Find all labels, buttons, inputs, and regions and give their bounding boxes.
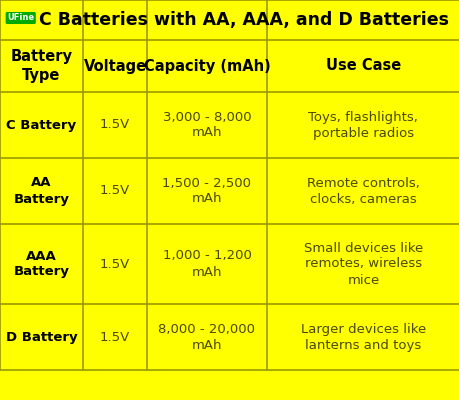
Text: 1.5V: 1.5V	[100, 184, 130, 198]
Text: 1,000 - 1,200
mAh: 1,000 - 1,200 mAh	[162, 250, 251, 278]
Text: D Battery: D Battery	[6, 330, 77, 344]
Text: 1,500 - 2,500
mAh: 1,500 - 2,500 mAh	[162, 176, 251, 206]
Text: C Batteries with AA, AAA, and D Batteries: C Batteries with AA, AAA, and D Batterie…	[39, 11, 448, 29]
Text: Toys, flashlights,
portable radios: Toys, flashlights, portable radios	[308, 110, 417, 140]
Text: Battery
Type: Battery Type	[11, 49, 72, 83]
Text: 1.5V: 1.5V	[100, 118, 130, 132]
Text: 1.5V: 1.5V	[100, 258, 130, 270]
Text: 1.5V: 1.5V	[100, 330, 130, 344]
Text: Small devices like
remotes, wireless
mice: Small devices like remotes, wireless mic…	[303, 242, 422, 286]
Text: AAA
Battery: AAA Battery	[13, 250, 69, 278]
Text: C Battery: C Battery	[6, 118, 76, 132]
Text: UFine: UFine	[7, 14, 34, 22]
Text: Use Case: Use Case	[325, 58, 400, 74]
Text: Larger devices like
lanterns and toys: Larger devices like lanterns and toys	[300, 322, 425, 352]
Text: Remote controls,
clocks, cameras: Remote controls, clocks, cameras	[306, 176, 419, 206]
Text: 3,000 - 8,000
mAh: 3,000 - 8,000 mAh	[162, 110, 251, 140]
Text: Capacity (mAh): Capacity (mAh)	[143, 58, 270, 74]
Text: AA
Battery: AA Battery	[13, 176, 69, 206]
Text: 8,000 - 20,000
mAh: 8,000 - 20,000 mAh	[158, 322, 255, 352]
Text: Voltage: Voltage	[83, 58, 146, 74]
